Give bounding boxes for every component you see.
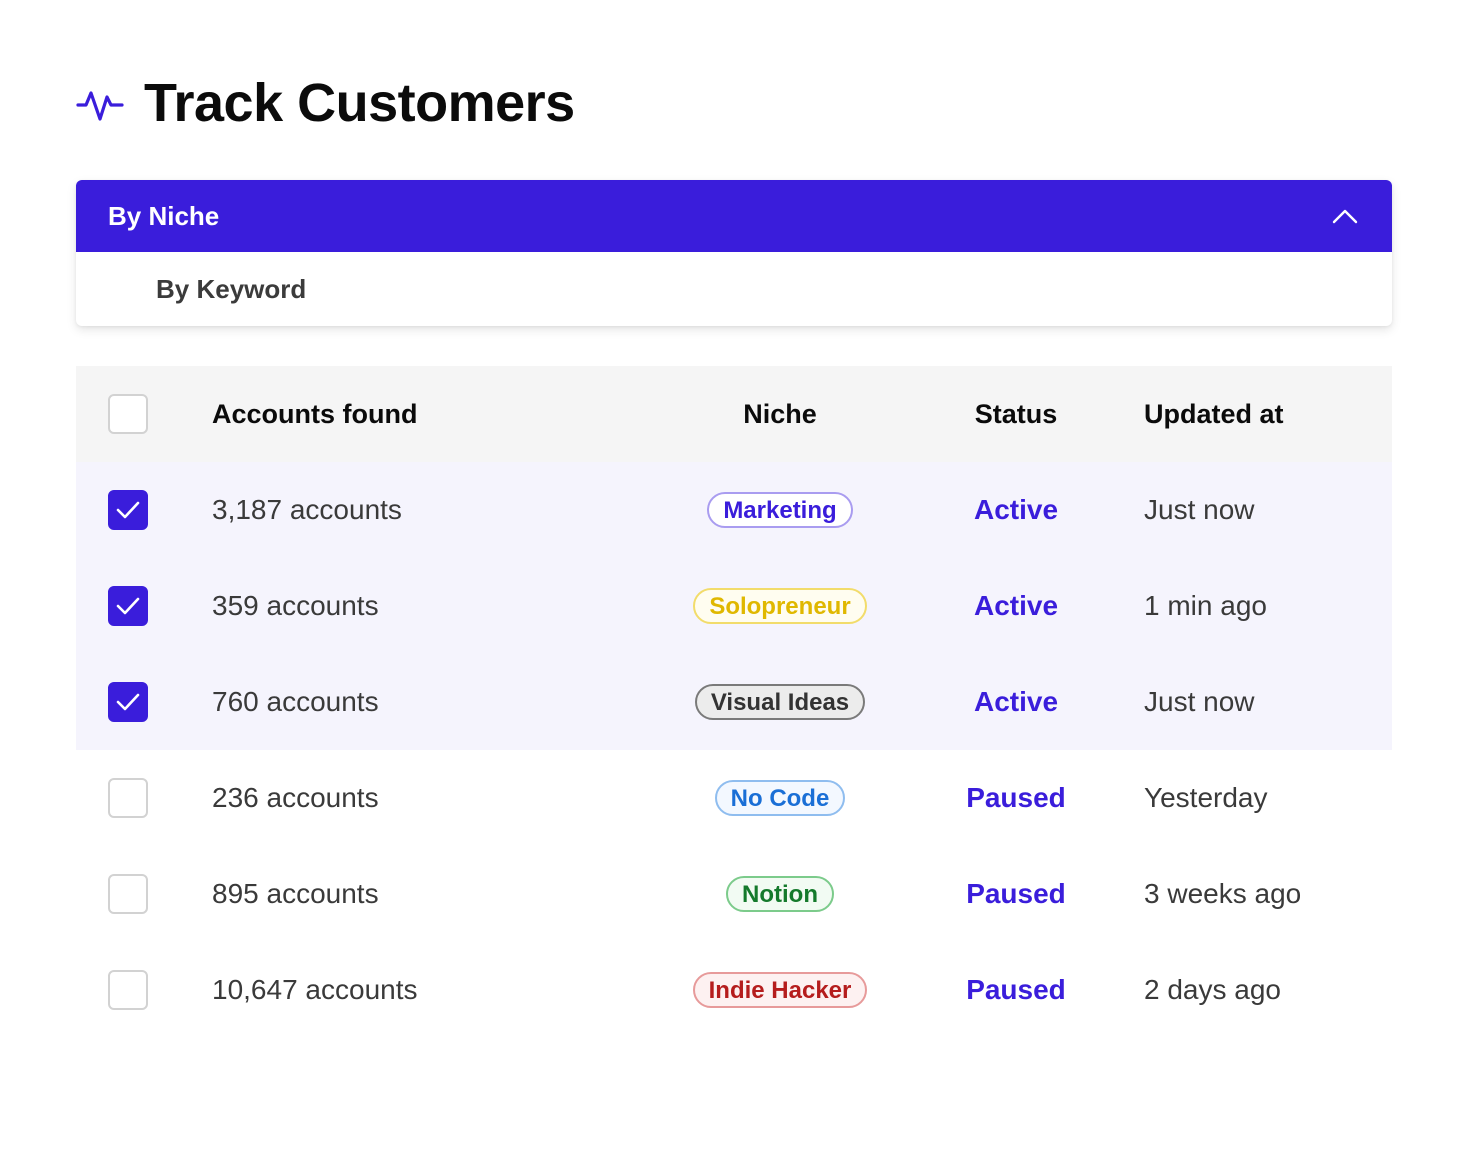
- select-all-checkbox[interactable]: [108, 394, 148, 434]
- accounts-count: 3,187 accounts: [212, 494, 402, 525]
- dropdown-option-by-keyword[interactable]: By Keyword: [156, 273, 307, 304]
- accounts-count: 895 accounts: [212, 878, 379, 909]
- niche-badge: No Code: [714, 780, 846, 816]
- table-body: 3,187 accounts Marketing Active Just now…: [76, 462, 1392, 1038]
- row-checkbox[interactable]: [108, 586, 148, 626]
- column-header-updated[interactable]: Updated at: [1144, 398, 1284, 429]
- filter-dropdown: By Niche By Keyword: [76, 180, 1392, 326]
- column-header-accounts[interactable]: Accounts found: [212, 398, 418, 429]
- updated-at: 1 min ago: [1144, 590, 1267, 621]
- status-label: Paused: [966, 878, 1066, 909]
- table-row[interactable]: 236 accounts No Code Paused Yesterday: [76, 750, 1392, 846]
- updated-at: 3 weeks ago: [1144, 878, 1302, 909]
- row-checkbox[interactable]: [108, 970, 148, 1010]
- niche-badge: Solopreneur: [693, 588, 867, 624]
- table-header-row: Accounts found Niche Status Updated at: [76, 366, 1392, 462]
- status-label: Paused: [966, 782, 1066, 813]
- status-label: Active: [973, 494, 1059, 525]
- column-header-niche[interactable]: Niche: [743, 398, 817, 429]
- row-checkbox[interactable]: [108, 778, 148, 818]
- table-row[interactable]: 760 accounts Visual Ideas Active Just no…: [76, 654, 1392, 750]
- accounts-table: Accounts found Niche Status Updated at 3…: [76, 366, 1392, 1038]
- table-row[interactable]: 10,647 accounts Indie Hacker Paused 2 da…: [76, 942, 1392, 1038]
- chevron-up-icon[interactable]: [1330, 201, 1360, 231]
- updated-at: Just now: [1144, 494, 1255, 525]
- accounts-count: 10,647 accounts: [212, 974, 418, 1005]
- accounts-count: 760 accounts: [212, 686, 379, 717]
- niche-badge: Marketing: [707, 492, 853, 528]
- status-label: Active: [973, 686, 1059, 717]
- column-header-status[interactable]: Status: [974, 398, 1058, 429]
- row-checkbox[interactable]: [108, 874, 148, 914]
- accounts-count: 236 accounts: [212, 782, 379, 813]
- status-label: Paused: [966, 974, 1066, 1005]
- checkmark-icon: [115, 596, 141, 616]
- page-header: Track Customers: [76, 68, 575, 138]
- table-row[interactable]: 3,187 accounts Marketing Active Just now: [76, 462, 1392, 558]
- row-checkbox[interactable]: [108, 490, 148, 530]
- updated-at: Yesterday: [1144, 782, 1268, 813]
- niche-badge: Visual Ideas: [694, 684, 866, 720]
- accounts-count: 359 accounts: [212, 590, 379, 621]
- niche-badge: Indie Hacker: [692, 972, 868, 1008]
- page-title: Track Customers: [144, 73, 575, 133]
- dropdown-toggle[interactable]: By Niche: [76, 180, 1392, 252]
- status-label: Active: [973, 590, 1059, 621]
- table-row[interactable]: 359 accounts Solopreneur Active 1 min ag…: [76, 558, 1392, 654]
- niche-badge: Notion: [726, 876, 834, 912]
- table-row[interactable]: 895 accounts Notion Paused 3 weeks ago: [76, 846, 1392, 942]
- updated-at: 2 days ago: [1144, 974, 1281, 1005]
- activity-icon: [76, 79, 124, 127]
- updated-at: Just now: [1144, 686, 1255, 717]
- row-checkbox[interactable]: [108, 682, 148, 722]
- checkmark-icon: [115, 692, 141, 712]
- checkmark-icon: [115, 500, 141, 520]
- dropdown-selected-label: By Niche: [108, 200, 220, 231]
